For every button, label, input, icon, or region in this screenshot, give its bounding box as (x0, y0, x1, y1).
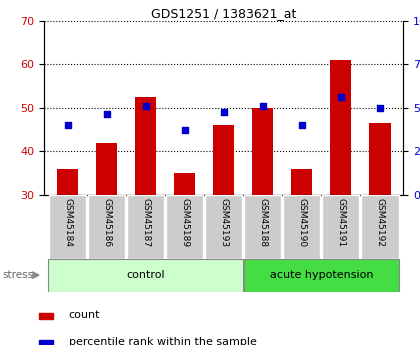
Text: count: count (69, 310, 100, 320)
Point (142, 103, 149, 108)
Bar (48, 259, 243, 292)
Bar (135, 97, 156, 195)
Text: GSM45187: GSM45187 (141, 198, 150, 247)
Text: control: control (126, 270, 165, 280)
Bar (166, 195, 203, 259)
Bar (49, 195, 86, 259)
Bar (252, 108, 273, 195)
Text: GSM45186: GSM45186 (102, 198, 111, 247)
Text: GSM45191: GSM45191 (336, 198, 345, 247)
Point (220, 109, 227, 115)
Bar (39, 313, 52, 318)
Point (337, 94, 344, 100)
Bar (244, 195, 281, 259)
Point (103, 111, 110, 117)
Bar (322, 195, 360, 259)
Bar (127, 195, 164, 259)
Bar (88, 195, 125, 259)
Title: GDS1251 / 1383621_at: GDS1251 / 1383621_at (151, 7, 297, 20)
Bar (361, 195, 399, 259)
Bar (213, 125, 234, 195)
Bar (96, 143, 117, 195)
Point (181, 127, 188, 132)
Bar (39, 341, 52, 345)
Bar (244, 259, 399, 292)
Bar (291, 169, 312, 195)
Text: stress: stress (2, 270, 33, 280)
Bar (330, 60, 352, 195)
Text: GSM45189: GSM45189 (180, 198, 189, 247)
Text: acute hypotension: acute hypotension (270, 270, 373, 280)
Text: GSM45193: GSM45193 (219, 198, 228, 247)
Point (64, 122, 71, 128)
Text: GSM45190: GSM45190 (297, 198, 306, 247)
Bar (57, 169, 78, 195)
Point (298, 122, 305, 128)
Text: GSM45192: GSM45192 (375, 198, 384, 247)
Point (259, 103, 266, 108)
Bar (369, 123, 391, 195)
Bar (174, 173, 195, 195)
Text: GSM45188: GSM45188 (258, 198, 267, 247)
Text: GSM45184: GSM45184 (63, 198, 72, 247)
Text: percentile rank within the sample: percentile rank within the sample (69, 337, 257, 345)
Bar (283, 195, 320, 259)
Bar (205, 195, 242, 259)
Point (376, 105, 383, 111)
